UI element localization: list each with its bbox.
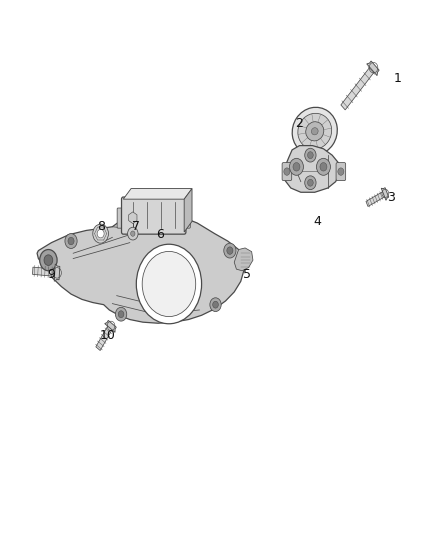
Polygon shape	[367, 61, 379, 76]
Polygon shape	[341, 65, 376, 110]
Circle shape	[136, 244, 201, 324]
Circle shape	[142, 252, 196, 317]
Circle shape	[213, 301, 219, 308]
Text: 8: 8	[98, 220, 106, 233]
Circle shape	[127, 227, 138, 240]
FancyBboxPatch shape	[117, 208, 126, 228]
Polygon shape	[381, 188, 389, 200]
Text: 10: 10	[100, 329, 116, 342]
Circle shape	[44, 255, 53, 265]
Text: 6: 6	[156, 228, 164, 241]
Circle shape	[224, 243, 236, 258]
Ellipse shape	[306, 122, 324, 141]
Circle shape	[93, 224, 109, 243]
Circle shape	[305, 148, 316, 162]
Ellipse shape	[298, 114, 332, 149]
Text: 3: 3	[387, 191, 395, 204]
Polygon shape	[123, 189, 192, 199]
Polygon shape	[234, 248, 253, 271]
Circle shape	[97, 229, 104, 238]
Circle shape	[320, 163, 327, 171]
Circle shape	[293, 163, 300, 171]
Circle shape	[307, 179, 313, 186]
Circle shape	[290, 158, 304, 175]
Ellipse shape	[292, 107, 337, 155]
FancyBboxPatch shape	[282, 163, 292, 181]
Polygon shape	[366, 191, 386, 206]
FancyBboxPatch shape	[182, 208, 190, 228]
Ellipse shape	[311, 128, 318, 135]
Text: 7: 7	[132, 220, 140, 233]
Circle shape	[227, 247, 233, 254]
Polygon shape	[105, 320, 116, 333]
Circle shape	[284, 168, 290, 175]
Polygon shape	[37, 213, 244, 323]
FancyBboxPatch shape	[121, 197, 186, 234]
Circle shape	[118, 311, 124, 318]
Polygon shape	[54, 264, 60, 281]
Circle shape	[210, 298, 221, 312]
Polygon shape	[284, 146, 340, 192]
Text: 2: 2	[296, 117, 304, 130]
Text: 5: 5	[243, 268, 251, 281]
Circle shape	[65, 233, 77, 248]
FancyBboxPatch shape	[336, 163, 346, 181]
Polygon shape	[184, 189, 192, 232]
Text: 9: 9	[47, 268, 55, 281]
Circle shape	[116, 308, 127, 321]
Circle shape	[317, 158, 330, 175]
Polygon shape	[129, 212, 137, 223]
Circle shape	[40, 249, 57, 271]
Text: 1: 1	[393, 72, 401, 85]
Text: 4: 4	[313, 215, 321, 228]
Circle shape	[131, 231, 135, 236]
Circle shape	[307, 152, 313, 159]
Circle shape	[338, 168, 344, 175]
Polygon shape	[96, 324, 113, 351]
Circle shape	[68, 237, 74, 245]
Circle shape	[305, 176, 316, 190]
Polygon shape	[32, 267, 57, 277]
